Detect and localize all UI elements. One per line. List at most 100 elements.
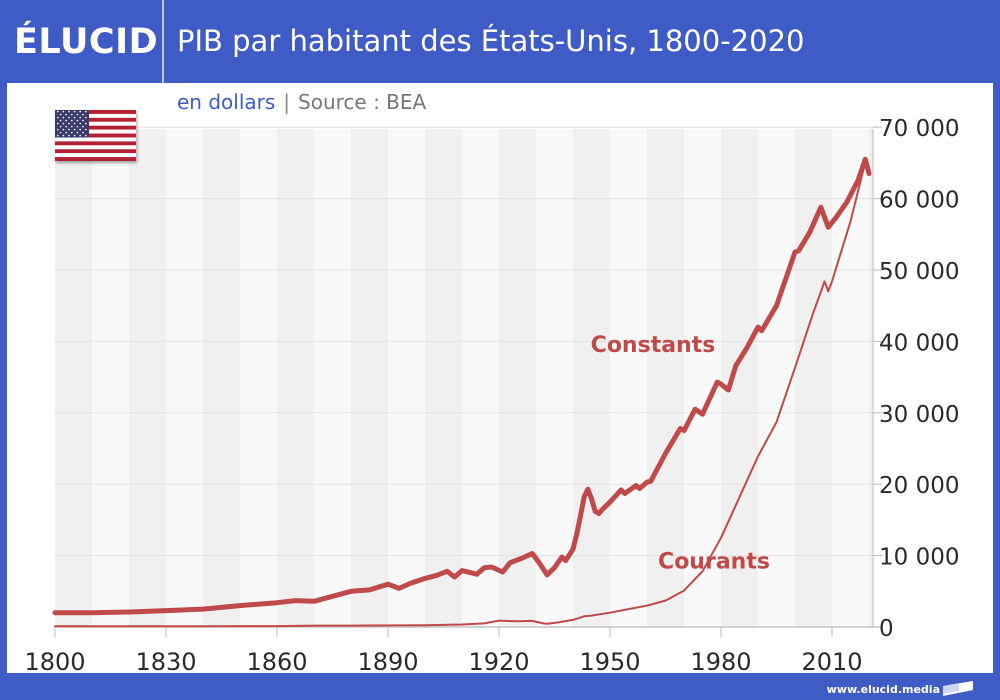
flag-star [65,131,67,134]
background-band [388,129,425,627]
flag-stripe [55,121,136,126]
flag-star [59,119,62,122]
background-band [573,129,610,627]
flag-star [59,131,62,134]
flag-star [73,110,76,113]
flag-stripe [55,113,136,118]
subtitle-separator: | [283,90,291,114]
flag-stripe [55,129,136,134]
flag-star [73,128,76,131]
background-band [92,129,129,627]
unit-label: en dollars [177,90,276,114]
flag-star [65,119,67,122]
flag-star [57,116,59,119]
flag-star [76,131,79,134]
series-line-constants [52,156,872,616]
x-tick-label: 1860 [246,648,307,676]
flag-star [79,134,81,137]
flag-star [73,122,76,125]
flag-star [79,128,81,131]
flag-star [76,113,79,116]
flag-star [85,116,87,119]
background-band [610,129,647,627]
background-band [351,129,388,627]
flag-stripe [55,117,136,122]
flag-star [79,110,81,113]
flag-star [68,110,70,113]
background-band [203,129,240,627]
header-bar: ÉLUCID PIB par habitant des États-Unis, … [0,0,1000,83]
background-band [684,129,721,627]
flag-star [62,116,65,119]
y-tick-label: 30 000 [879,402,959,428]
flag-stripe [55,110,136,115]
background-band [129,129,166,627]
background-band [462,129,499,627]
background-band [499,129,536,627]
x-tick-label: 1800 [24,648,85,676]
flag-star [68,128,70,131]
series-lines [52,156,872,628]
background-band [55,129,92,627]
x-tick-label: 2010 [801,648,862,676]
background-band [647,129,684,627]
flag-star [71,113,73,116]
background-band [536,129,573,627]
flag-stripe [55,153,136,158]
flag-stripe [55,145,136,150]
flag-star [62,110,65,113]
flag-star [73,116,76,119]
background-bands [55,129,873,627]
x-tick-label: 1920 [468,648,529,676]
flag-stripe [55,133,136,138]
series-line-courants [54,161,870,628]
x-tick-label: 1950 [579,648,640,676]
background-band [314,129,351,627]
background-band [240,129,277,627]
y-tick-label: 0 [879,616,894,642]
flag-star [59,113,62,116]
flag-star [71,125,73,128]
flag-star [57,122,59,125]
header-divider [162,0,164,83]
flag-star [62,122,65,125]
flag-star [57,110,59,113]
elucid-logo: ÉLUCID [14,22,159,62]
flag-star [82,131,84,134]
flag-star [82,119,84,122]
flag-star [68,122,70,125]
flag-star [82,113,84,116]
flag-star [85,122,87,125]
flag-stripe [55,149,136,154]
series-labels: Constants Courants [591,333,770,574]
background-band [166,129,203,627]
footer-url[interactable]: www.elucid.media [826,683,940,696]
flag-star [71,119,73,122]
flag-star [85,134,87,137]
source-label: Source : BEA [298,90,427,114]
x-tick-label: 1890 [357,648,418,676]
background-band [795,129,832,627]
flag-star [76,125,79,128]
flag-star [85,110,87,113]
x-tick-label: 1980 [690,648,751,676]
flag-stripe [55,141,136,146]
flag-star [59,125,62,128]
flag-star [79,116,81,119]
flag-star [62,134,65,137]
y-tick-label: 10 000 [879,545,959,571]
gridlines [55,126,873,557]
y-tick-label: 40 000 [879,330,959,356]
flag-star [57,134,59,137]
flag-star [79,122,81,125]
flag-star [65,113,67,116]
flag-stripe [55,125,136,130]
flag-stripe [55,137,136,142]
y-tick-label: 20 000 [879,473,959,499]
y-tick-label: 50 000 [879,259,959,285]
background-band [869,129,873,627]
flag-star [73,134,76,137]
background-band [721,129,758,627]
flag-star [71,131,73,134]
flag-star [85,128,87,131]
